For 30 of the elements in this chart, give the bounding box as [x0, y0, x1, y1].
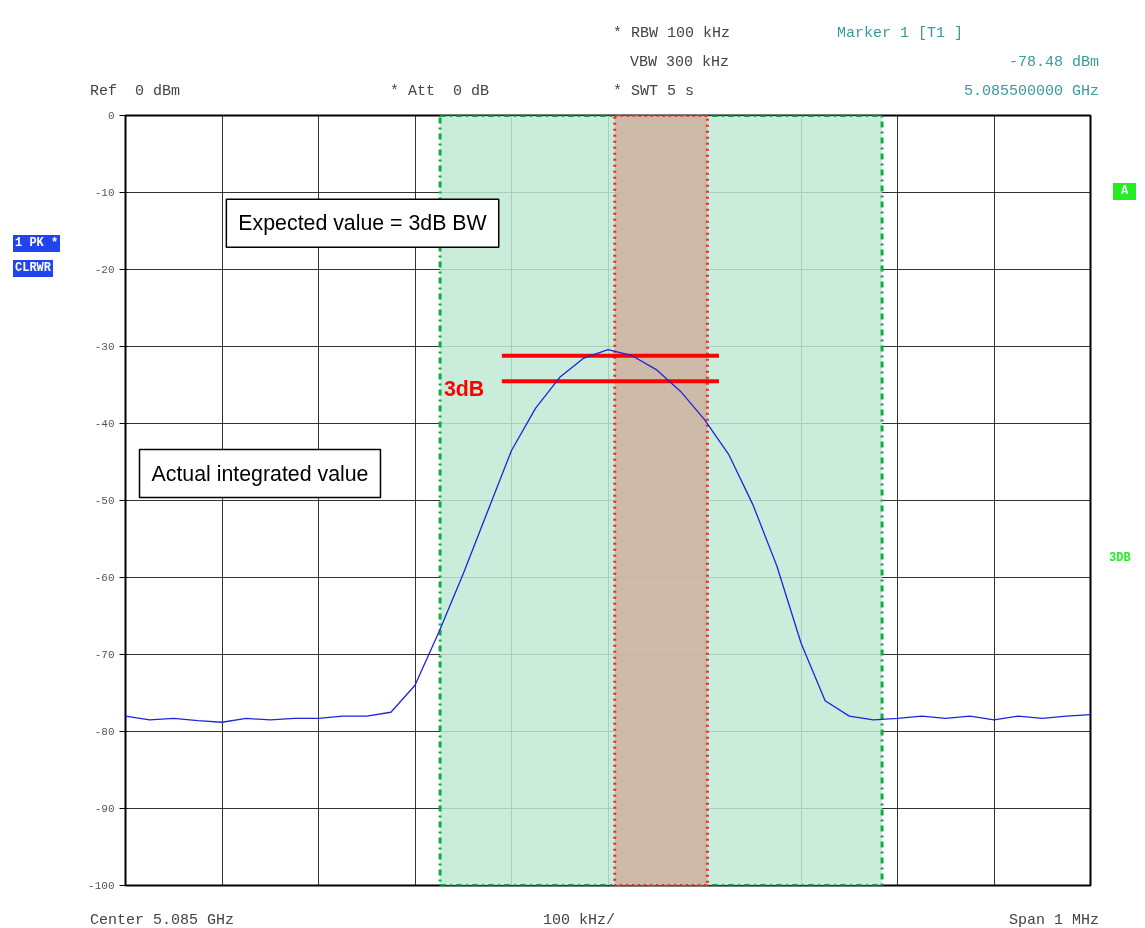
- text: * Att 0 dB: [390, 82, 490, 102]
- text: Marker 1 [T1 ]: [837, 24, 964, 44]
- text: -78.48 dBm: [1008, 53, 1099, 73]
- y-tick-label: -50: [94, 495, 115, 507]
- y-tick-label: -70: [94, 649, 115, 661]
- line-series: [125, 348, 1091, 723]
- text: VBW 300 kHz: [630, 53, 730, 73]
- y-tick-label: -20: [94, 264, 115, 276]
- y-tick-label: 0: [107, 110, 115, 122]
- y-tick-label: -100: [88, 880, 115, 892]
- annotation: Actual integrated value: [151, 461, 369, 486]
- y-tick-label: -10: [94, 187, 115, 199]
- text: 1 PK *: [13, 235, 61, 253]
- y-tick-label: -30: [94, 341, 115, 353]
- text: Center 5.085 GHz: [90, 911, 235, 928]
- y-tick-label: -80: [94, 726, 115, 738]
- text: A: [1113, 183, 1137, 201]
- text: 3DB: [1109, 550, 1131, 567]
- text: CLRWR: [13, 260, 54, 278]
- text: Span 1 MHz: [1008, 911, 1099, 928]
- text: 100 kHz/: [543, 911, 616, 928]
- text: * SWT 5 s: [613, 82, 695, 102]
- text: 5.085500000 GHz: [963, 82, 1099, 102]
- annotation: 3dB: [443, 376, 485, 401]
- y-tick-label: -60: [94, 572, 115, 584]
- annotation: Expected value = 3dB BW: [238, 211, 488, 236]
- text: * RBW 100 kHz: [613, 24, 731, 44]
- text: Ref 0 dBm: [90, 82, 181, 102]
- y-tick-label: -40: [94, 418, 115, 430]
- y-tick-label: -90: [94, 803, 115, 815]
